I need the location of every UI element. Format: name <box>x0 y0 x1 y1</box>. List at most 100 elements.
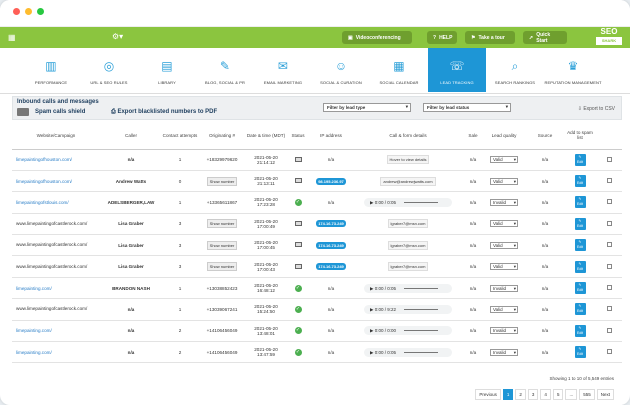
detail-badge[interactable]: andrew@andrewjwatts.com <box>380 176 436 186</box>
topbar-button-take-a-tour[interactable]: ⚑ Take a tour <box>465 31 515 44</box>
topbar-button-videoconferencing[interactable]: ▣ Videoconferencing <box>342 31 412 44</box>
edit-button[interactable]: ✎ Edit <box>574 217 586 230</box>
spam-checkbox[interactable] <box>606 199 612 205</box>
lead-quality-select[interactable]: Valid <box>490 177 518 185</box>
page-1[interactable]: 1 <box>502 389 514 400</box>
edit-button[interactable]: ✎ Edit <box>574 196 586 209</box>
spam-shield-label: Spam calls shield <box>35 109 86 115</box>
nav-item-social-curation[interactable]: ☺ Social & Curation <box>312 48 370 92</box>
nav-item-url-seo-rules[interactable]: ◎ URL & SEO Rules <box>80 48 138 92</box>
lead-quality-select[interactable]: Invalid <box>490 198 518 206</box>
lead-quality-select[interactable]: Valid <box>490 263 518 271</box>
export-csv-button[interactable]: ⇩ Export to CSV <box>577 106 615 112</box>
spam-checkbox[interactable] <box>606 156 612 162</box>
spam-checkbox[interactable] <box>606 306 612 312</box>
lead-quality-select[interactable]: Valid <box>490 241 518 249</box>
pencil-icon: ✎ <box>578 325 582 330</box>
table-row: limepaintingofhouston.com/n/a 1 +183299796… <box>12 149 622 171</box>
gear-icon[interactable]: ⚙▾ <box>112 32 124 41</box>
edit-button[interactable]: ✎ Edit <box>574 324 586 337</box>
minimize-dot[interactable] <box>25 8 32 15</box>
time-text: 21:13:11 <box>257 181 275 187</box>
show-number-button[interactable]: Show number <box>206 240 238 250</box>
lead-quality-select[interactable]: Invalid <box>490 327 518 335</box>
edit-button[interactable]: ✎ Edit <box>574 346 586 359</box>
nav-item-search-rankings[interactable]: ⌕ Search Rankings <box>486 48 544 92</box>
detail-badge[interactable]: lgraber7@msn.com <box>387 240 429 250</box>
spam-checkbox[interactable] <box>606 327 612 333</box>
spam-checkbox[interactable] <box>606 263 612 269</box>
audio-player[interactable]: ▶ 0:00 / 0:05 <box>364 197 452 207</box>
page-previous[interactable]: Previous <box>475 389 501 400</box>
quality-cell: Valid <box>482 255 526 278</box>
source-cell: n/a <box>526 149 564 171</box>
lead-quality-select[interactable]: Invalid <box>490 348 518 356</box>
nav-item-lead-tracking[interactable]: ☏ Lead Tracking <box>428 48 486 92</box>
spam-checkbox[interactable] <box>606 242 612 248</box>
website-cell[interactable]: www.limepaintingofcastlerock.com/ <box>12 234 100 257</box>
page-555[interactable]: 555 <box>579 389 595 400</box>
spam-checkbox[interactable] <box>606 349 612 355</box>
page-3[interactable]: 3 <box>527 389 539 400</box>
page-5[interactable]: 5 <box>552 389 564 400</box>
spam-checkbox[interactable] <box>606 178 612 184</box>
ip-badge: 174.16.73.249 <box>316 220 346 228</box>
edit-button[interactable]: ✎ Edit <box>574 303 586 316</box>
show-number-button[interactable]: Show number <box>206 219 238 229</box>
detail-badge[interactable]: Hover to view details <box>386 155 430 165</box>
nav-item-email-marketing[interactable]: ✉ Email Marketing <box>254 48 312 92</box>
lead-quality-select[interactable]: Valid <box>490 305 518 313</box>
edit-button[interactable]: ✎ Edit <box>574 239 586 252</box>
show-number-button[interactable]: Show number <box>206 176 238 186</box>
website-cell[interactable]: www.limepaintingofcastlerock.com/ <box>12 213 100 236</box>
spam-checkbox[interactable] <box>606 285 612 291</box>
topbar-button-quick-start[interactable]: ➚ Quick Start <box>523 31 567 44</box>
topbar-button-help[interactable]: ? HELP <box>427 31 457 44</box>
lead-type-filter[interactable]: Filter by lead type <box>323 103 411 112</box>
audio-player[interactable]: ▶ 0:00 / 9:22 <box>364 304 452 314</box>
nav-item-blog-social-pr[interactable]: ✎ Blog, Social & PR <box>196 48 254 92</box>
nav-item-performance[interactable]: ▥ Performance <box>22 48 80 92</box>
grid-menu-icon[interactable]: ▦ <box>8 33 16 42</box>
originating-cell: Show number <box>198 234 246 257</box>
nav-item-social-calendar[interactable]: ▦ Social Calendar <box>370 48 428 92</box>
edit-cell: ✎ Edit <box>564 191 596 214</box>
close-dot[interactable] <box>13 8 20 15</box>
website-cell[interactable]: www.limepaintingofcastlerock.com/ <box>12 255 100 278</box>
detail-badge[interactable]: lgraber7@msn.com <box>387 262 429 272</box>
audio-player[interactable]: ▶ 0:00 / 0:00 <box>364 326 452 336</box>
lead-quality-select[interactable]: Valid <box>490 156 518 164</box>
show-number-button[interactable]: Show number <box>206 262 238 272</box>
page-2[interactable]: 2 <box>515 389 526 400</box>
nav-item-reputation-management[interactable]: ♛ Reputation Management <box>544 48 602 92</box>
website-cell[interactable]: limepaintingofhouston.com/ <box>12 170 100 193</box>
spam-checkbox[interactable] <box>606 220 612 226</box>
edit-cell: ✎ Edit <box>564 213 596 236</box>
website-cell[interactable]: www.limepaintingofcastlerock.com/ <box>12 298 100 321</box>
website-cell[interactable]: limepaintingofhouston.com/ <box>12 149 100 171</box>
page-next[interactable]: Next <box>596 389 614 400</box>
lead-quality-select[interactable]: Invalid <box>490 284 518 292</box>
spam-shield-toggle[interactable] <box>17 108 29 116</box>
audio-player[interactable]: ▶ 0:00 / 0:05 <box>364 283 452 293</box>
detail-badge[interactable]: lgraber7@msn.com <box>387 219 429 229</box>
edit-button[interactable]: ✎ Edit <box>574 175 586 188</box>
details-cell: lgraber7@msn.com <box>352 255 464 278</box>
page-4[interactable]: 4 <box>540 389 551 400</box>
lead-status-filter[interactable]: Filter by lead status <box>423 103 511 112</box>
edit-button[interactable]: ✎ Edit <box>574 153 586 166</box>
export-pdf-link[interactable]: ⎙ Export blacklisted numbers to PDF <box>111 109 218 115</box>
audio-player[interactable]: ▶ 0:00 / 0:05 <box>364 347 452 357</box>
website-cell[interactable]: limepainting.com/ <box>12 320 100 343</box>
main-nav: ▥ Performance ◎ URL & SEO Rules ▤ Library ✎ Blo… <box>0 48 630 94</box>
edit-button[interactable]: ✎ Edit <box>574 282 586 295</box>
website-cell[interactable]: limepainting.com/ <box>12 341 100 364</box>
date-text: 2021-05-20 <box>254 347 278 353</box>
website-cell[interactable]: limepaintingofstlouis.com/ <box>12 191 100 214</box>
website-cell[interactable]: limepainting.com/ <box>12 277 100 300</box>
page--[interactable]: ... <box>565 389 578 400</box>
edit-button[interactable]: ✎ Edit <box>574 260 586 273</box>
nav-item-library[interactable]: ▤ Library <box>138 48 196 92</box>
maximize-dot[interactable] <box>37 8 44 15</box>
lead-quality-select[interactable]: Valid <box>490 220 518 228</box>
